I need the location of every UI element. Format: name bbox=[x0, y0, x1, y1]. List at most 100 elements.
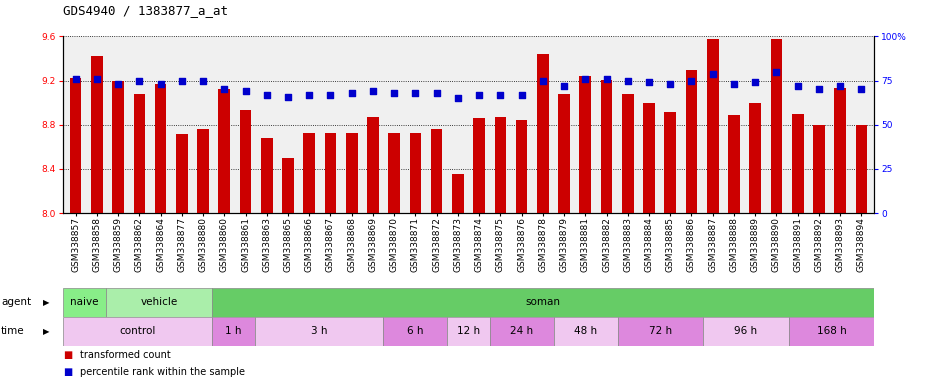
Bar bbox=[346, 132, 358, 213]
Text: ▶: ▶ bbox=[43, 327, 49, 336]
Bar bbox=[789, 317, 874, 346]
Bar bbox=[431, 129, 442, 213]
Bar bbox=[388, 132, 400, 213]
Point bbox=[536, 78, 550, 84]
Bar bbox=[105, 288, 213, 317]
Bar bbox=[154, 84, 166, 213]
Text: ▶: ▶ bbox=[43, 298, 49, 307]
Bar bbox=[643, 103, 655, 213]
Text: ■: ■ bbox=[63, 366, 72, 377]
Bar bbox=[367, 117, 379, 213]
Bar bbox=[703, 317, 789, 346]
Point bbox=[811, 86, 826, 93]
Bar bbox=[282, 158, 294, 213]
Bar bbox=[240, 111, 252, 213]
Bar bbox=[516, 121, 527, 213]
Point bbox=[111, 81, 126, 87]
Bar bbox=[834, 88, 846, 213]
Text: 24 h: 24 h bbox=[511, 326, 534, 336]
Point bbox=[280, 93, 295, 99]
Text: 12 h: 12 h bbox=[457, 326, 480, 336]
Bar bbox=[554, 317, 618, 346]
Bar bbox=[112, 81, 124, 213]
Point bbox=[90, 76, 105, 82]
Bar bbox=[383, 317, 447, 346]
Text: 72 h: 72 h bbox=[649, 326, 672, 336]
Bar bbox=[792, 114, 804, 213]
Point bbox=[323, 92, 338, 98]
Point bbox=[238, 88, 253, 94]
Point bbox=[790, 83, 805, 89]
Text: soman: soman bbox=[525, 297, 561, 308]
Text: ■: ■ bbox=[63, 350, 72, 360]
Bar bbox=[490, 317, 554, 346]
Bar bbox=[664, 112, 676, 213]
Point bbox=[642, 79, 657, 86]
Bar bbox=[618, 317, 703, 346]
Text: 48 h: 48 h bbox=[574, 326, 598, 336]
Bar bbox=[91, 56, 103, 213]
Point bbox=[599, 76, 614, 82]
Bar bbox=[255, 317, 383, 346]
Bar bbox=[303, 132, 315, 213]
Point bbox=[854, 86, 869, 93]
Text: transformed count: transformed count bbox=[80, 350, 170, 360]
Bar bbox=[728, 115, 740, 213]
Text: vehicle: vehicle bbox=[141, 297, 178, 308]
Text: GDS4940 / 1383877_a_at: GDS4940 / 1383877_a_at bbox=[63, 4, 228, 17]
Point bbox=[621, 78, 635, 84]
Text: agent: agent bbox=[1, 297, 31, 308]
Point bbox=[726, 81, 741, 87]
Bar bbox=[600, 79, 612, 213]
Point bbox=[154, 81, 168, 87]
Bar bbox=[447, 317, 490, 346]
Bar bbox=[856, 125, 868, 213]
Point bbox=[344, 90, 359, 96]
Bar bbox=[197, 129, 209, 213]
Point bbox=[769, 69, 783, 75]
Point bbox=[259, 92, 274, 98]
Point bbox=[578, 76, 593, 82]
Bar bbox=[622, 94, 634, 213]
Text: percentile rank within the sample: percentile rank within the sample bbox=[80, 366, 244, 377]
Bar bbox=[813, 125, 825, 213]
Bar bbox=[495, 117, 506, 213]
Point bbox=[557, 83, 572, 89]
Point bbox=[429, 90, 444, 96]
Bar bbox=[707, 39, 719, 213]
Text: 168 h: 168 h bbox=[817, 326, 846, 336]
Bar bbox=[749, 103, 761, 213]
Bar bbox=[325, 132, 337, 213]
Text: 3 h: 3 h bbox=[311, 326, 327, 336]
Point bbox=[493, 92, 508, 98]
Point bbox=[472, 92, 487, 98]
Point bbox=[196, 78, 211, 84]
Point bbox=[747, 79, 762, 86]
Text: 6 h: 6 h bbox=[407, 326, 424, 336]
Point bbox=[175, 78, 190, 84]
Bar bbox=[133, 94, 145, 213]
Point bbox=[132, 78, 147, 84]
Point bbox=[216, 86, 231, 93]
Point bbox=[706, 71, 721, 77]
Point bbox=[450, 95, 465, 101]
Bar bbox=[452, 174, 463, 213]
Point bbox=[832, 83, 847, 89]
Text: 1 h: 1 h bbox=[226, 326, 242, 336]
Bar bbox=[410, 132, 421, 213]
Bar bbox=[218, 89, 230, 213]
Bar bbox=[579, 76, 591, 213]
Point bbox=[302, 92, 316, 98]
Bar bbox=[176, 134, 188, 213]
Bar bbox=[261, 138, 273, 213]
Bar bbox=[685, 70, 697, 213]
Point bbox=[514, 92, 529, 98]
Point bbox=[663, 81, 678, 87]
Bar bbox=[213, 317, 255, 346]
Bar bbox=[63, 317, 213, 346]
Bar bbox=[63, 288, 105, 317]
Bar bbox=[69, 78, 81, 213]
Point bbox=[68, 76, 83, 82]
Bar bbox=[213, 288, 874, 317]
Point bbox=[408, 90, 423, 96]
